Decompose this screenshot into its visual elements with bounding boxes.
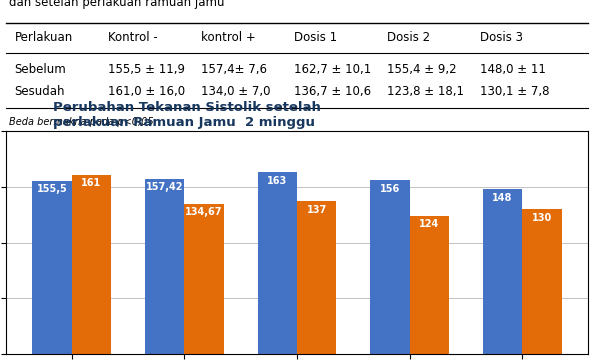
Text: 162,7 ± 10,1: 162,7 ± 10,1 — [294, 63, 371, 76]
Text: 157,4± 7,6: 157,4± 7,6 — [201, 63, 267, 76]
Text: 123,8 ± 18,1: 123,8 ± 18,1 — [387, 85, 465, 98]
Bar — [410, 216, 449, 354]
Text: Dosis 2: Dosis 2 — [387, 31, 431, 44]
Bar — [33, 181, 72, 354]
Text: 130: 130 — [532, 213, 552, 222]
Text: 155,5: 155,5 — [37, 184, 68, 194]
Text: 155,5 ± 11,9: 155,5 ± 11,9 — [108, 63, 185, 76]
Text: 134,0 ± 7,0: 134,0 ± 7,0 — [201, 85, 270, 98]
Text: 161,0 ± 16,0: 161,0 ± 16,0 — [108, 85, 185, 98]
Text: 136,7 ± 10,6: 136,7 ± 10,6 — [294, 85, 371, 98]
Text: Kontrol -: Kontrol - — [108, 31, 157, 44]
Text: 148: 148 — [492, 192, 513, 203]
Text: Dosis 1: Dosis 1 — [294, 31, 337, 44]
Text: Perlakuan: Perlakuan — [15, 31, 73, 44]
Text: kontrol +: kontrol + — [201, 31, 255, 44]
Text: Beda bermakna pada p<0,05: Beda bermakna pada p<0,05 — [9, 117, 153, 127]
Text: Sesudah: Sesudah — [15, 85, 65, 98]
Text: Perubahan Tekanan Sistolik setelah
perlakuan Ramuan Jamu  2 minggu: Perubahan Tekanan Sistolik setelah perla… — [52, 101, 320, 129]
Text: 148,0 ± 11: 148,0 ± 11 — [481, 63, 546, 76]
Text: Dosis 3: Dosis 3 — [481, 31, 523, 44]
Bar — [297, 201, 336, 354]
Text: 137: 137 — [307, 205, 327, 215]
Bar — [145, 179, 184, 354]
Text: 124: 124 — [419, 219, 440, 229]
Bar — [370, 180, 410, 354]
Text: 130,1 ± 7,8: 130,1 ± 7,8 — [481, 85, 550, 98]
Text: 157,42: 157,42 — [146, 182, 184, 192]
Bar — [522, 209, 561, 354]
Text: dan setelah perlakuan ramuan jamu: dan setelah perlakuan ramuan jamu — [9, 0, 225, 9]
Text: 134,67: 134,67 — [185, 207, 223, 217]
Text: Sebelum: Sebelum — [15, 63, 67, 76]
Bar — [72, 175, 111, 354]
Bar — [258, 173, 297, 354]
Text: 161: 161 — [81, 178, 102, 188]
Bar — [483, 189, 522, 354]
Text: 155,4 ± 9,2: 155,4 ± 9,2 — [387, 63, 457, 76]
Text: 163: 163 — [267, 176, 287, 186]
Text: 156: 156 — [380, 184, 400, 193]
Bar — [184, 204, 224, 354]
